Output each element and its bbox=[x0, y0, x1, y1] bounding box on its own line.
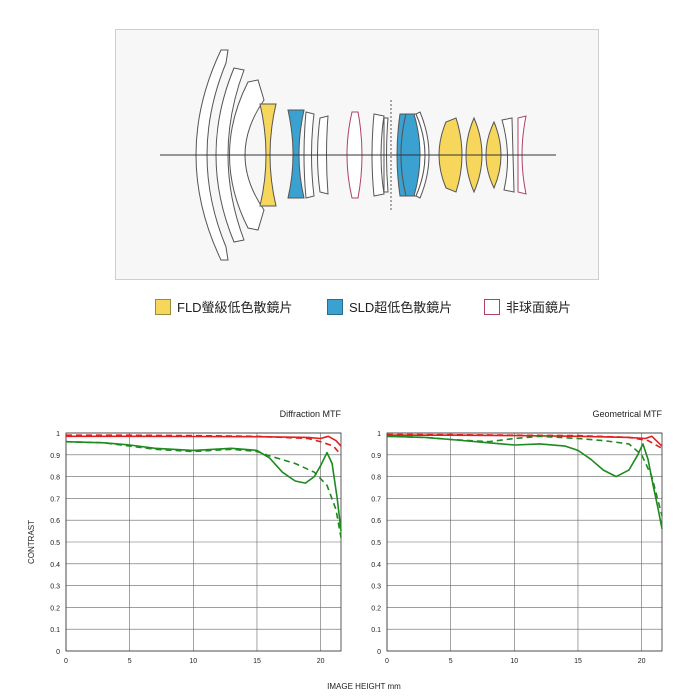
chart1-xtick-1: 5 bbox=[128, 658, 132, 665]
chart2-ytick-2: 0.2 bbox=[371, 605, 381, 612]
chart2-series-green-dashed bbox=[386, 435, 663, 517]
chart1-series-green-dashed bbox=[65, 440, 342, 538]
legend-label-fld: FLD螢級低色散鏡片 bbox=[177, 300, 293, 315]
chart1-frame bbox=[65, 432, 342, 652]
lens-construction-diagram bbox=[160, 49, 556, 261]
chart2-ytick-0: 0 bbox=[377, 649, 381, 656]
chart1-xtick-0: 0 bbox=[64, 658, 68, 665]
chart2-ytick-4: 0.4 bbox=[371, 562, 381, 569]
legend-swatch-fld bbox=[155, 298, 171, 315]
chart2-ytick-1: 0.1 bbox=[371, 627, 381, 634]
chart2-ytick-7: 0.7 bbox=[371, 496, 381, 503]
chart2-ytick-10: 1 bbox=[377, 431, 381, 438]
chart1-ytick-9: 0.9 bbox=[50, 453, 60, 460]
chart2-xtick-4: 20 bbox=[638, 658, 646, 665]
legend-label-sld: SLD超低色散鏡片 bbox=[349, 300, 453, 315]
lens-element-1 bbox=[195, 49, 229, 261]
chart2-ytick-5: 0.5 bbox=[371, 540, 381, 547]
chart2-series-red-dashed bbox=[386, 433, 663, 450]
lens-element-16 bbox=[415, 111, 430, 199]
chart2-title: Geometrical MTF bbox=[592, 409, 662, 419]
legend-swatch-sld bbox=[327, 298, 343, 315]
chart1-xtick-2: 10 bbox=[189, 658, 197, 665]
chart2-ytick-8: 0.8 bbox=[371, 475, 381, 482]
chart2-series-green-solid bbox=[386, 435, 663, 530]
lens-element-sld-1 bbox=[287, 109, 305, 199]
lens-element-3 bbox=[229, 79, 265, 231]
chart1-ytick-3: 0.3 bbox=[50, 584, 60, 591]
chart1-ytick-5: 0.5 bbox=[50, 540, 60, 547]
legend-swatch-aspherical bbox=[484, 298, 500, 315]
chart2-frame bbox=[386, 432, 663, 652]
chart1-xtick-3: 15 bbox=[253, 658, 261, 665]
chart1-ytick-0: 0 bbox=[56, 649, 60, 656]
legend-label-aspherical: 非球面鏡片 bbox=[506, 300, 572, 315]
chart1-ytick-10: 1 bbox=[56, 431, 60, 438]
chart1-ytick-7: 0.7 bbox=[50, 496, 60, 503]
legend-item-sld: SLD超低色散鏡片 bbox=[327, 297, 452, 316]
lens-element-2 bbox=[215, 67, 245, 243]
chart1-xtick-4: 20 bbox=[317, 658, 325, 665]
chart2-ytick-6: 0.6 bbox=[371, 518, 381, 525]
chart1-series-green-solid bbox=[65, 440, 342, 532]
chart1-series-red-dashed bbox=[66, 434, 342, 456]
chart1-title: Diffraction MTF bbox=[280, 409, 342, 419]
chart1-ytick-1: 0.1 bbox=[50, 627, 60, 634]
chart1-series-red-solid bbox=[66, 435, 342, 447]
chart1-ytick-2: 0.2 bbox=[50, 605, 60, 612]
chart2-xtick-2: 10 bbox=[510, 658, 518, 665]
chart1-ytick-8: 0.8 bbox=[50, 475, 60, 482]
legend-item-fld: FLD螢級低色散鏡片 bbox=[155, 297, 293, 316]
legend-item-aspherical: 非球面鏡片 bbox=[484, 297, 571, 316]
chart2-ytick-3: 0.3 bbox=[371, 584, 381, 591]
chart2-xtick-3: 15 bbox=[574, 658, 582, 665]
y-axis-label: CONTRAST bbox=[27, 520, 36, 564]
x-axis-label: IMAGE HEIGHT mm bbox=[327, 682, 401, 691]
chart2-xtick-0: 0 bbox=[385, 658, 389, 665]
chart2-xtick-1: 5 bbox=[449, 658, 453, 665]
chart1-ytick-4: 0.4 bbox=[50, 562, 60, 569]
chart1-ytick-6: 0.6 bbox=[50, 518, 60, 525]
lens-diagram-panel bbox=[115, 29, 599, 280]
mtf-charts: Diffraction MTF 0 0.1 0.2 0.3 0.4 0.5 0.6 0.7 0.8… bbox=[27, 409, 663, 691]
chart2-ytick-9: 0.9 bbox=[371, 453, 381, 460]
lens-legend: FLD螢級低色散鏡片 SLD超低色散鏡片 非球面鏡片 bbox=[0, 297, 700, 321]
